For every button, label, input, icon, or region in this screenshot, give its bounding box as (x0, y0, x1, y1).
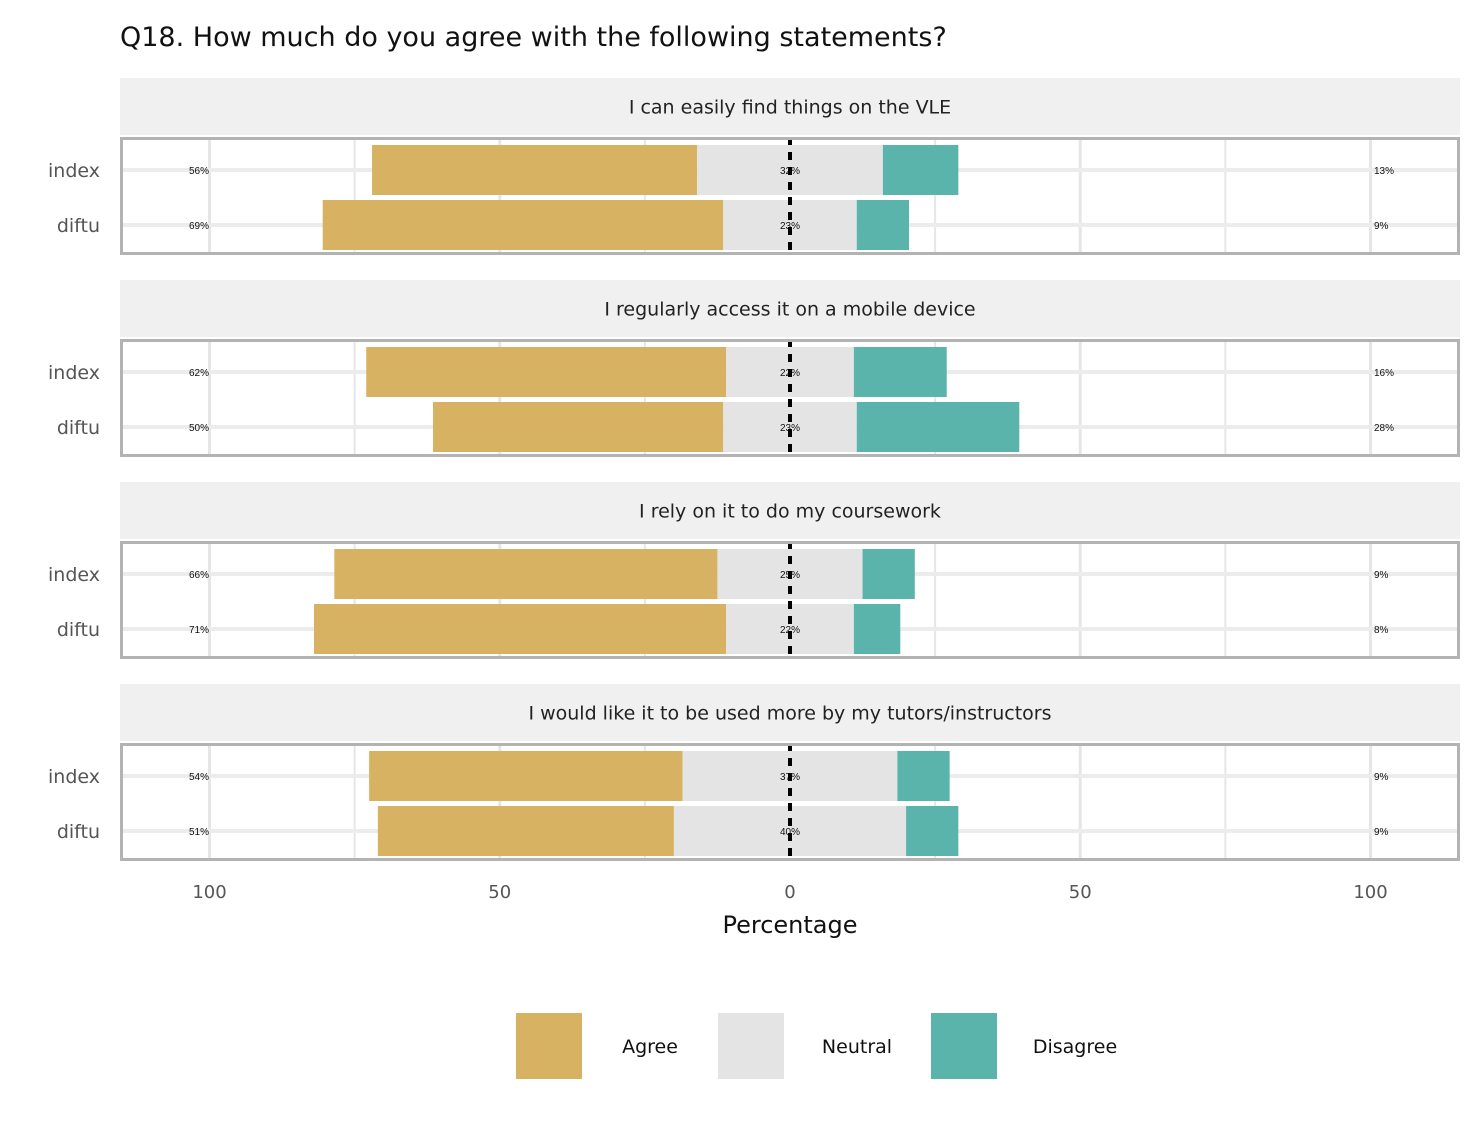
bar-neutral (723, 200, 857, 250)
y-tick-label: index (48, 160, 100, 182)
legend: Agree Neutral Disagree (516, 1013, 1117, 1079)
panel-1: I can easily find things on the VLE56%32… (48, 78, 1460, 255)
label-agree: 54% (189, 772, 209, 783)
bar-disagree (856, 402, 1020, 452)
label-disagree: 9% (1374, 772, 1389, 783)
y-tick-label: index (48, 766, 100, 788)
y-tick-label: diftu (57, 215, 100, 237)
bar-disagree (897, 751, 950, 801)
bar-disagree (882, 145, 959, 195)
legend-swatch (718, 1013, 784, 1079)
legend-item-disagree: Disagree (931, 1013, 1117, 1079)
bar-disagree (853, 347, 947, 397)
panel-3: I rely on it to do my coursework66%25%9%… (48, 482, 1460, 659)
bar-row-diftu: 71% 22% 8% diftu (57, 604, 1389, 654)
bar-agree (369, 751, 683, 801)
label-disagree: 13% (1374, 166, 1394, 177)
label-disagree: 8% (1374, 625, 1389, 636)
label-agree: 50% (189, 423, 209, 434)
panel-title: I rely on it to do my coursework (639, 501, 941, 523)
y-tick-label: diftu (57, 417, 100, 439)
panel-strip (120, 482, 1460, 539)
label-neutral: 40% (780, 827, 800, 838)
label-agree: 66% (189, 570, 209, 581)
bar-agree (372, 145, 698, 195)
panel-title: I regularly access it on a mobile device (604, 299, 975, 321)
y-tick-label: index (48, 362, 100, 384)
bar-agree (366, 347, 727, 397)
bar-neutral (673, 806, 907, 856)
label-disagree: 9% (1374, 570, 1389, 581)
bar-disagree (853, 604, 901, 654)
chart-title: Q18. How much do you agree with the foll… (120, 22, 947, 53)
panel-strip (120, 684, 1460, 741)
label-disagree: 9% (1374, 827, 1389, 838)
bar-row-diftu: 50% 23% 28% diftu (57, 402, 1394, 452)
label-disagree: 16% (1374, 368, 1394, 379)
legend-item-neutral: Neutral (718, 1013, 892, 1079)
label-agree: 56% (189, 166, 209, 177)
x-tick-label: 50 (1069, 882, 1092, 903)
panel-4: I would like it to be used more by my tu… (48, 684, 1460, 861)
legend-label: Neutral (822, 1036, 892, 1058)
panel-title: I can easily find things on the VLE (629, 97, 951, 119)
label-agree: 51% (189, 827, 209, 838)
panel-border (120, 743, 1460, 861)
label-agree: 71% (189, 625, 209, 636)
y-tick-label: diftu (57, 619, 100, 641)
x-tick-label: 0 (784, 882, 795, 903)
legend-swatch (516, 1013, 582, 1079)
bar-neutral (726, 604, 854, 654)
panel-border (120, 339, 1460, 457)
bar-disagree (862, 549, 915, 599)
panel-border (120, 137, 1460, 255)
bar-neutral (723, 402, 857, 452)
label-agree: 62% (189, 368, 209, 379)
y-tick-label: diftu (57, 821, 100, 843)
bar-disagree (906, 806, 959, 856)
legend-label: Disagree (1033, 1036, 1117, 1058)
legend-item-agree: Agree (516, 1013, 678, 1079)
bar-agree (377, 806, 674, 856)
panel-2: I regularly access it on a mobile device… (48, 280, 1460, 457)
panel-strip (120, 280, 1460, 337)
legend-label: Agree (622, 1036, 678, 1058)
x-tick-label: 100 (192, 882, 226, 903)
bar-row-diftu: 69% 23% 9% diftu (57, 200, 1389, 250)
x-tick-label: 50 (488, 882, 511, 903)
label-neutral: 23% (780, 423, 800, 434)
bar-agree (313, 604, 727, 654)
label-disagree: 28% (1374, 423, 1394, 434)
bar-row-diftu: 51% 40% 9% diftu (57, 806, 1389, 856)
panel-title: I would like it to be used more by my tu… (528, 703, 1051, 725)
bar-disagree (856, 200, 910, 250)
y-tick-label: index (48, 564, 100, 586)
x-axis: 100 50 0 50 100 (192, 882, 1387, 903)
panel-strip (120, 78, 1460, 135)
panel-border (120, 541, 1460, 659)
x-axis-label: Percentage (722, 911, 857, 939)
bar-agree (432, 402, 724, 452)
x-tick-label: 100 (1353, 882, 1387, 903)
legend-swatch (931, 1013, 997, 1079)
panels: I can easily find things on the VLE56%32… (48, 78, 1460, 861)
label-neutral: 23% (780, 221, 800, 232)
label-neutral: 22% (780, 625, 800, 636)
label-agree: 69% (189, 221, 209, 232)
bar-agree (334, 549, 718, 599)
bar-agree (322, 200, 724, 250)
label-disagree: 9% (1374, 221, 1389, 232)
